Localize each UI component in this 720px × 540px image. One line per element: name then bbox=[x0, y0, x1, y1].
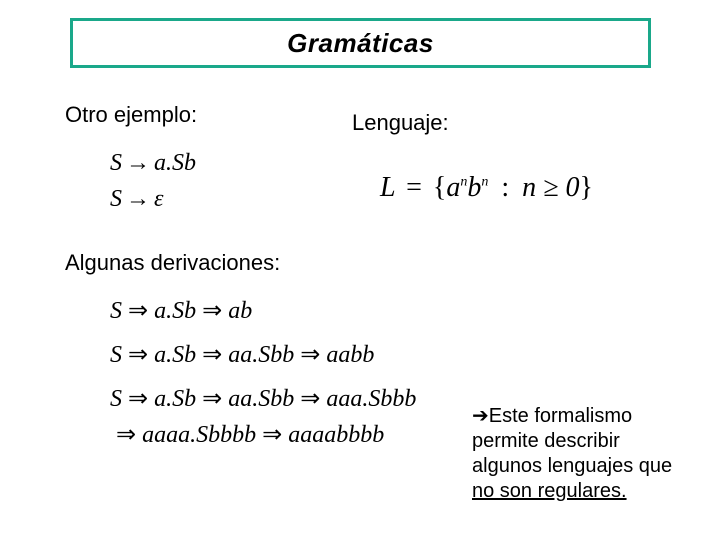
double-arrow-icon: ⇒ bbox=[196, 386, 228, 412]
title-box: Gramáticas bbox=[70, 18, 651, 68]
rule1-lhs: S bbox=[110, 150, 122, 176]
note-l3: algunos lenguajes que bbox=[472, 455, 672, 477]
derivation-3: S⇒a.Sb⇒aa.Sbb⇒aaa.Sbbb bbox=[110, 384, 416, 413]
d1-s0: S bbox=[110, 298, 122, 324]
lang-colon: : bbox=[495, 172, 515, 203]
double-arrow-icon: ⇒ bbox=[110, 422, 142, 448]
d3-s1: a.Sb bbox=[154, 386, 196, 412]
rule2-lhs: S bbox=[110, 186, 122, 212]
double-arrow-icon: ⇒ bbox=[122, 298, 154, 324]
double-arrow-icon: ⇒ bbox=[196, 298, 228, 324]
derivation-2: S⇒a.Sb⇒aa.Sbb⇒aabb bbox=[110, 340, 374, 369]
lang-close: } bbox=[579, 172, 592, 203]
lang-a: a bbox=[446, 172, 460, 203]
note-l2: permite describir bbox=[472, 430, 620, 452]
double-arrow-icon: ⇒ bbox=[294, 386, 326, 412]
d3-s3: aaa.Sbbb bbox=[326, 386, 416, 412]
d1-s1: a.Sb bbox=[154, 298, 196, 324]
note-l1b: formalismo bbox=[534, 405, 632, 427]
note-l4: no son regulares. bbox=[472, 480, 627, 502]
d2-s3: aabb bbox=[326, 342, 374, 368]
derivation-4: ⇒aaaa.Sbbbb⇒aaaabbbb bbox=[110, 420, 384, 449]
arrow-icon: → bbox=[122, 150, 154, 176]
double-arrow-icon: ⇒ bbox=[122, 386, 154, 412]
double-arrow-icon: ⇒ bbox=[196, 342, 228, 368]
lang-open: { bbox=[433, 172, 446, 203]
d2-s0: S bbox=[110, 342, 122, 368]
derivation-1: S⇒a.Sb⇒ab bbox=[110, 296, 252, 325]
d4-s0: aaaa.Sbbbb bbox=[142, 422, 256, 448]
lang-b: b bbox=[467, 172, 481, 203]
d3-s2: aa.Sbb bbox=[228, 386, 294, 412]
d2-s2: aa.Sbb bbox=[228, 342, 294, 368]
note-box: ➔Este formalismo permite describir algun… bbox=[472, 404, 702, 504]
rule1-rhs: a.Sb bbox=[154, 150, 196, 176]
title-text: Gramáticas bbox=[287, 28, 434, 59]
double-arrow-icon: ⇒ bbox=[294, 342, 326, 368]
language-def: L = {anbn : n ≥ 0} bbox=[380, 172, 593, 204]
rule2-rhs: ε bbox=[154, 186, 163, 212]
d3-s0: S bbox=[110, 386, 122, 412]
note-l1a: Este bbox=[489, 405, 535, 427]
lang-cond: n ≥ 0 bbox=[522, 172, 579, 203]
lang-L: L bbox=[380, 172, 395, 203]
d4-s1: aaaabbbb bbox=[288, 422, 384, 448]
rule-1: S→a.Sb bbox=[110, 150, 196, 177]
rule-2: S→ε bbox=[110, 186, 163, 213]
heading-lenguaje: Lenguaje: bbox=[352, 110, 449, 136]
heading-otro-ejemplo: Otro ejemplo: bbox=[65, 102, 197, 128]
d1-s2: ab bbox=[228, 298, 252, 324]
double-arrow-icon: ⇒ bbox=[256, 422, 288, 448]
double-arrow-icon: ⇒ bbox=[122, 342, 154, 368]
heading-derivaciones: Algunas derivaciones: bbox=[65, 250, 280, 276]
lang-eq: = bbox=[402, 172, 426, 203]
d2-s1: a.Sb bbox=[154, 342, 196, 368]
arrow-icon: → bbox=[122, 186, 154, 212]
lang-n2: n bbox=[481, 175, 488, 190]
note-arrow-icon: ➔ bbox=[472, 405, 489, 427]
